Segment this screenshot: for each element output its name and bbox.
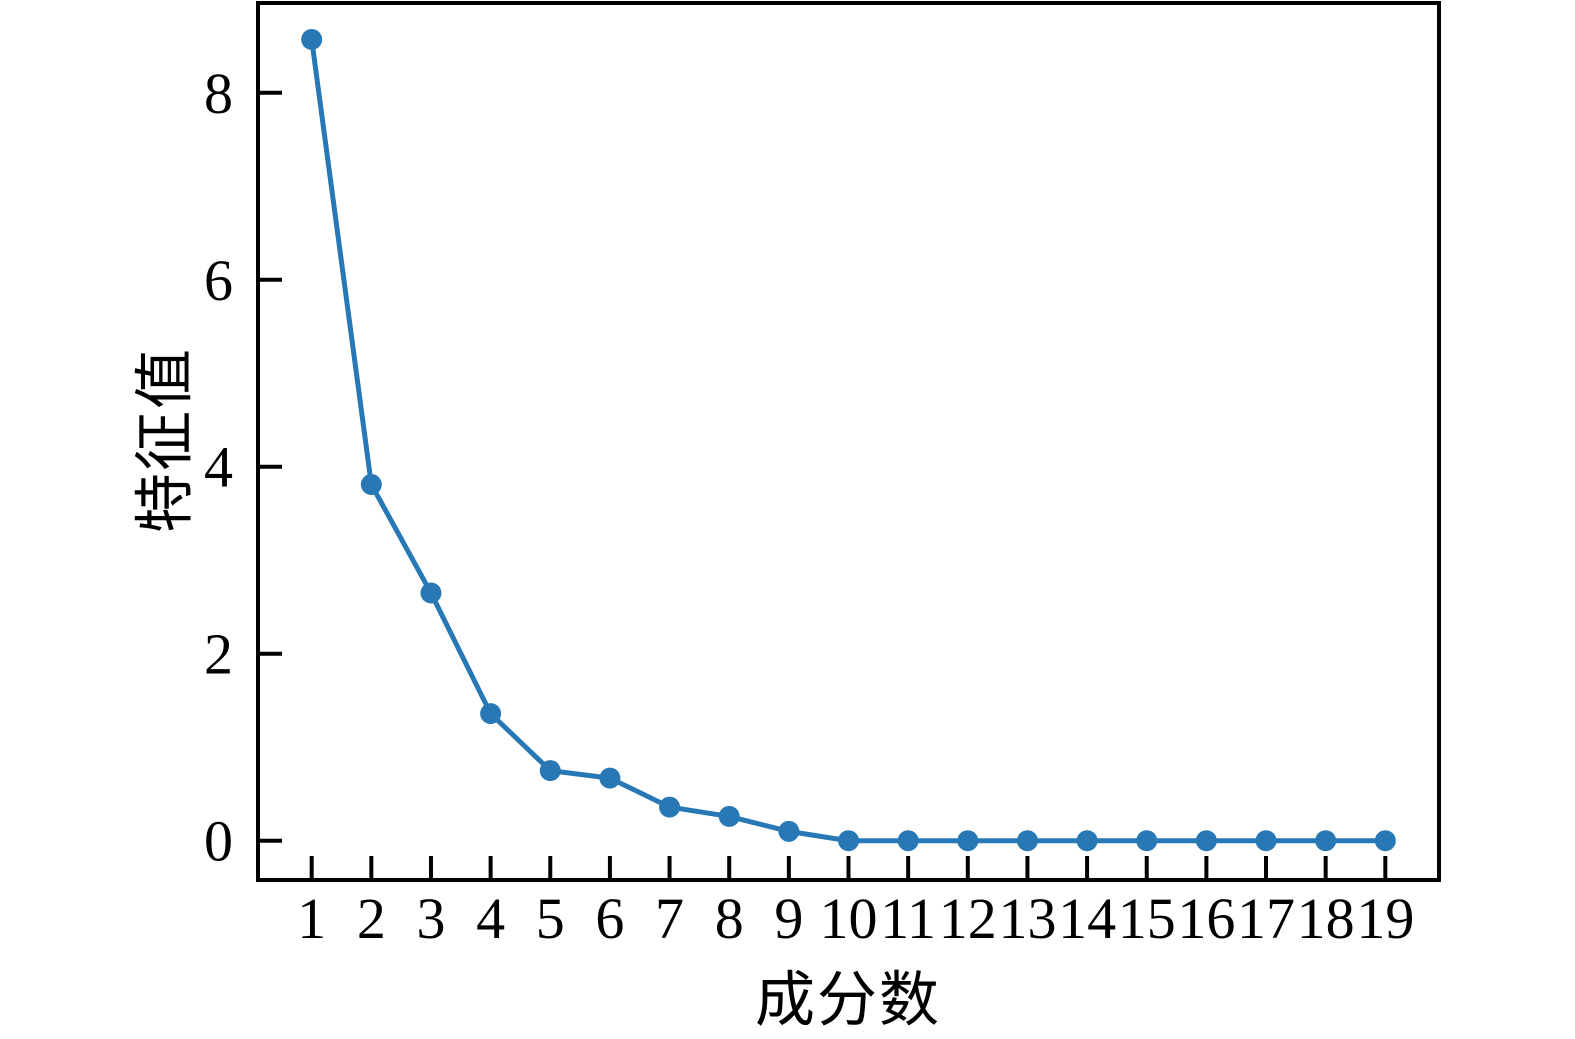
data-point-12: [957, 830, 979, 852]
data-point-17: [1255, 830, 1277, 852]
x-axis-title: 成分数: [755, 967, 941, 1034]
x-tick-label-15: 15: [1118, 886, 1176, 951]
data-point-16: [1195, 830, 1217, 852]
data-point-9: [778, 820, 800, 842]
y-tick-label-0: 0: [204, 809, 233, 874]
x-tick-label-11: 11: [880, 886, 936, 951]
data-point-5: [539, 760, 561, 782]
data-point-11: [897, 830, 919, 852]
x-tick-label-10: 10: [820, 886, 878, 951]
x-tick-label-5: 5: [536, 886, 565, 951]
y-tick-label-4: 4: [204, 435, 233, 500]
data-point-6: [599, 767, 621, 789]
x-tick-label-16: 16: [1177, 886, 1235, 951]
data-point-3: [420, 582, 442, 604]
data-point-14: [1076, 830, 1098, 852]
plot-box: [256, 1, 1441, 882]
data-point-13: [1016, 830, 1038, 852]
x-tick-label-8: 8: [715, 886, 744, 951]
x-tick-label-1: 1: [297, 886, 326, 951]
data-point-18: [1315, 830, 1337, 852]
x-tick-label-12: 12: [939, 886, 997, 951]
y-tick-label-8: 8: [204, 61, 233, 126]
data-point-7: [659, 796, 681, 818]
x-tick-label-18: 18: [1297, 886, 1355, 951]
data-point-15: [1136, 830, 1158, 852]
x-tick-label-13: 13: [998, 886, 1056, 951]
data-point-19: [1374, 830, 1396, 852]
data-point-10: [838, 830, 859, 852]
y-tick-label-6: 6: [204, 248, 233, 313]
data-point-8: [718, 805, 740, 827]
x-tick-label-17: 17: [1237, 886, 1295, 951]
x-tick-label-14: 14: [1058, 886, 1116, 951]
x-tick-label-7: 7: [655, 886, 684, 951]
x-tick-label-4: 4: [476, 886, 505, 951]
x-tick-label-19: 19: [1356, 886, 1414, 951]
data-point-1: [301, 28, 323, 50]
data-point-2: [360, 474, 382, 496]
x-tick-label-9: 9: [774, 886, 803, 951]
x-tick-label-6: 6: [595, 886, 624, 951]
y-tick-label-2: 2: [204, 622, 233, 687]
x-tick-label-3: 3: [416, 886, 445, 951]
x-tick-label-2: 2: [357, 886, 386, 951]
y-axis-title: 特征值: [132, 347, 199, 533]
data-point-4: [480, 703, 502, 725]
